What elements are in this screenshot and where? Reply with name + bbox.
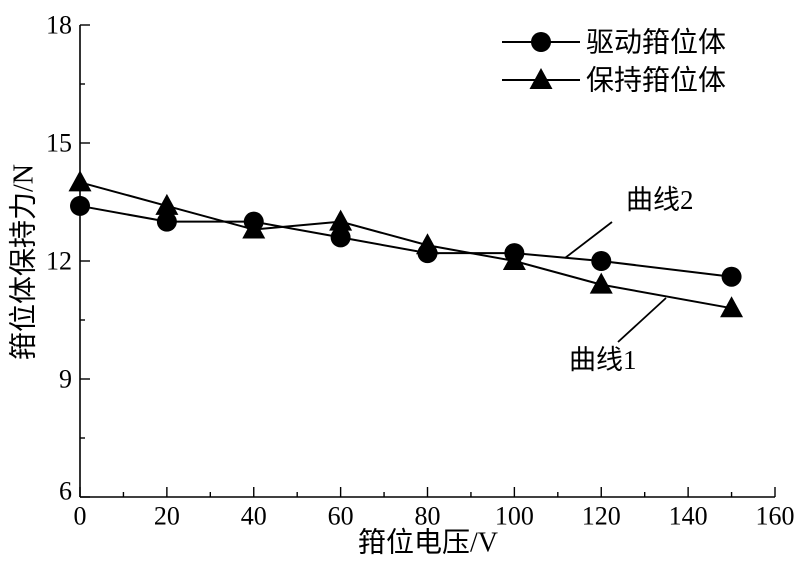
y-axis-label: 箝位体保持力/N — [8, 164, 40, 360]
tick-labels: 0 20 40 60 80 100 120 140 160 6 9 12 15 18 — [46, 11, 795, 531]
x-tick-label: 100 — [495, 502, 534, 531]
legend-entry-series-1: 驱动箝位体 — [502, 27, 726, 59]
x-tick-label: 20 — [154, 502, 180, 531]
y-tick-label: 6 — [59, 477, 72, 506]
series-2-point-1 — [68, 170, 92, 192]
y-tick-label: 9 — [59, 365, 72, 394]
series-2-point-7 — [589, 272, 613, 294]
x-tick-label: 80 — [415, 502, 441, 531]
series-1-point-1 — [70, 195, 90, 216]
legend: 驱动箝位体 保持箝位体 — [502, 27, 726, 97]
annotation-leader-line — [617, 297, 667, 343]
series-2-point-4 — [329, 209, 353, 231]
legend-circle-marker — [531, 32, 551, 52]
x-tick-label: 40 — [241, 502, 267, 531]
series-2-point-3 — [242, 217, 266, 239]
legend-label-series-1: 驱动箝位体 — [586, 27, 726, 59]
x-tick-label: 140 — [669, 502, 708, 531]
series-1-point-8 — [721, 266, 742, 287]
y-tick-label: 12 — [46, 247, 72, 276]
series-1-line — [79, 204, 732, 278]
series-1-point-4 — [330, 227, 351, 248]
x-axis-label: 箝位电压/V — [358, 527, 498, 559]
x-tick-label: 160 — [756, 502, 795, 531]
annotation-label: 曲线1 — [569, 345, 637, 375]
series-2-point-8 — [720, 296, 744, 318]
annotation-leader-line — [564, 221, 613, 259]
legend-triangle-marker — [529, 68, 553, 89]
x-tick-label: 120 — [582, 502, 621, 531]
series-2-line — [79, 181, 732, 310]
series-2-point-6 — [502, 249, 526, 270]
y-tick-label: 15 — [46, 129, 72, 158]
x-tick-label: 0 — [74, 502, 87, 531]
series-1-point-7 — [591, 251, 612, 271]
series-layer — [68, 170, 744, 318]
y-tick-label: 18 — [46, 11, 72, 40]
x-tick-label: 60 — [328, 502, 354, 531]
series-1-point-2 — [156, 211, 177, 232]
series-2-point-5 — [416, 233, 439, 255]
series-2-point-2 — [155, 193, 179, 215]
annotation-curve-1: 曲线1 — [569, 297, 667, 375]
annotation-label: 曲线2 — [626, 185, 694, 215]
annotation-curve-2: 曲线2 — [564, 185, 694, 259]
legend-label-series-2: 保持箝位体 — [586, 65, 726, 97]
legend-entry-series-2: 保持箝位体 — [502, 65, 726, 97]
